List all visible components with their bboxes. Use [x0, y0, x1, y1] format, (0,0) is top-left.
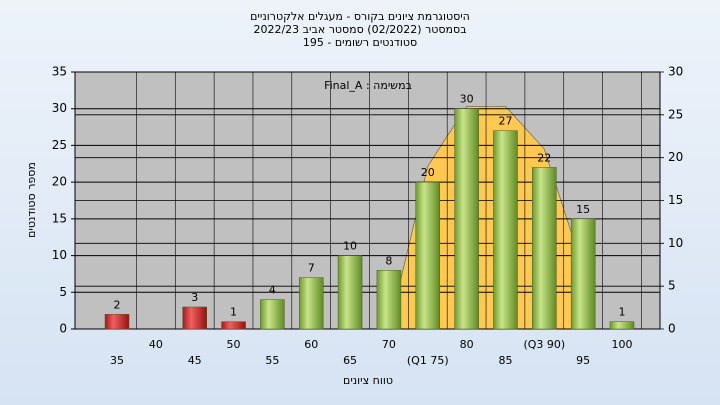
- value-label: 22: [537, 151, 551, 164]
- value-label: 30: [460, 93, 474, 106]
- y2-tick-label: 5: [668, 279, 676, 293]
- bar: [454, 108, 479, 330]
- y-tick-label: 35: [52, 65, 67, 79]
- y2-tick-label: 15: [668, 193, 683, 207]
- y-tick-label: 25: [52, 138, 67, 152]
- x-tick-label: 85: [498, 354, 512, 367]
- x-tick-label: 50: [227, 338, 241, 351]
- y2-tick-label: 0: [668, 322, 676, 336]
- bar: [104, 314, 130, 330]
- x-tick-label: (Q3 90): [523, 338, 565, 351]
- value-label: 10: [343, 240, 357, 253]
- y2-tick-label: 20: [668, 150, 683, 164]
- x-tick-label: 95: [576, 354, 590, 367]
- value-label: 3: [191, 291, 198, 304]
- x-tick-label: 40: [149, 338, 163, 351]
- annotation: במשימה : Final_A: [324, 79, 412, 92]
- x-tick-label: 100: [612, 338, 633, 351]
- bar: [493, 130, 518, 330]
- chart-title: סטודנטים רשומים - 195: [303, 36, 417, 49]
- y-tick-label: 5: [59, 285, 67, 299]
- bar: [570, 218, 596, 330]
- x-tick-label: 35: [110, 354, 124, 367]
- bar: [221, 321, 246, 330]
- value-label: 7: [308, 262, 315, 275]
- y-tick-label: 20: [52, 175, 67, 189]
- x-axis-label: טווח ציונים: [343, 374, 393, 387]
- bar: [260, 299, 285, 330]
- y2-tick-label: 30: [668, 65, 683, 79]
- bar: [298, 277, 324, 330]
- chart-title: בסמסטר (02/2022) סמסטר אביב 2022/23: [253, 23, 466, 36]
- x-tick-label: 65: [343, 354, 357, 367]
- x-tick-label: 80: [460, 338, 474, 351]
- y-tick-label: 0: [59, 322, 67, 336]
- value-label: 1: [230, 306, 237, 319]
- value-label: 27: [498, 115, 512, 128]
- value-label: 4: [269, 284, 276, 297]
- chart-title: היסטוגרמת ציונים בקורס - מעגלים אלקטרוני…: [250, 10, 470, 23]
- bar: [532, 167, 557, 330]
- value-label: 8: [385, 254, 392, 267]
- y-axis-label: מספר סטודנטים: [25, 162, 38, 238]
- bar: [182, 306, 207, 330]
- bar: [376, 270, 402, 330]
- bar: [337, 255, 363, 330]
- value-label: 20: [421, 166, 435, 179]
- value-label: 1: [619, 306, 626, 319]
- x-tick-label: 60: [304, 338, 318, 351]
- x-tick-label: (Q1 75): [407, 354, 449, 367]
- value-label: 2: [114, 298, 121, 311]
- x-tick-label: 55: [265, 354, 279, 367]
- y2-tick-label: 25: [668, 107, 683, 121]
- y-tick-label: 10: [52, 248, 67, 262]
- bar: [609, 321, 635, 330]
- bar: [415, 181, 441, 330]
- x-tick-label: 45: [188, 354, 202, 367]
- x-tick-label: 70: [382, 338, 396, 351]
- y-tick-label: 15: [52, 211, 67, 225]
- y2-tick-label: 10: [668, 236, 683, 250]
- y-tick-label: 30: [52, 101, 67, 115]
- value-label: 15: [576, 203, 590, 216]
